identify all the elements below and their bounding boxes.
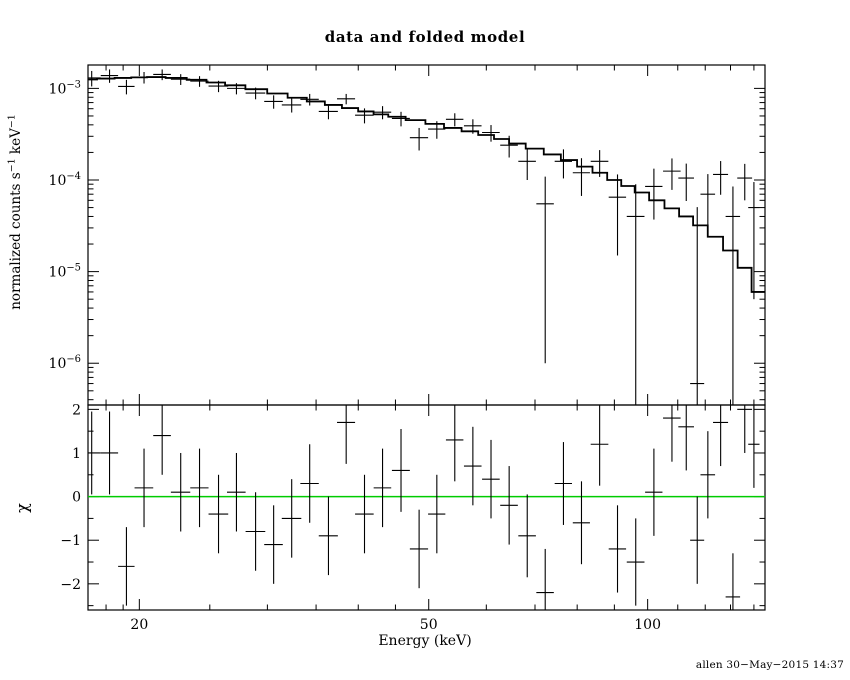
svg-text:2: 2	[72, 402, 81, 418]
model-step-line	[88, 76, 765, 293]
svg-text:50: 50	[420, 617, 438, 633]
residuals-tick-labels: 20 50 100 −2 −1 0 1 2	[60, 402, 661, 633]
spectrum-axis-ticks	[88, 65, 765, 405]
y-axis-label-spectrum: normalized counts s−1 keV−1	[6, 114, 25, 310]
residuals-data-points	[88, 405, 760, 610]
residuals-panel: 20 50 100 −2 −1 0 1 2	[60, 402, 766, 633]
svg-text:−1: −1	[60, 533, 81, 549]
svg-text:10−6: 10−6	[49, 354, 81, 372]
svg-text:100: 100	[634, 617, 661, 633]
chart-title: data and folded model	[324, 28, 526, 46]
plot-timestamp: allen 30−May−2015 14:37	[695, 659, 844, 671]
svg-text:1: 1	[72, 446, 81, 462]
spectrum-data-points	[88, 69, 760, 405]
residuals-axis-ticks	[88, 405, 765, 610]
svg-text:10−5: 10−5	[49, 263, 81, 281]
svg-text:−2: −2	[60, 577, 81, 593]
svg-text:20: 20	[130, 617, 148, 633]
svg-text:10−4: 10−4	[49, 171, 81, 189]
svg-text:0: 0	[72, 490, 81, 506]
svg-text:10−3: 10−3	[49, 79, 81, 97]
spectrum-panel: 10−3 10−4 10−5 10−6	[49, 64, 766, 406]
residuals-panel-frame	[87, 404, 766, 611]
spectrum-tick-labels: 10−3 10−4 10−5 10−6	[49, 79, 81, 372]
spectrum-panel-frame	[87, 64, 766, 406]
y-axis-label-residuals: χ	[12, 503, 32, 513]
x-axis-label: Energy (keV)	[378, 633, 472, 649]
